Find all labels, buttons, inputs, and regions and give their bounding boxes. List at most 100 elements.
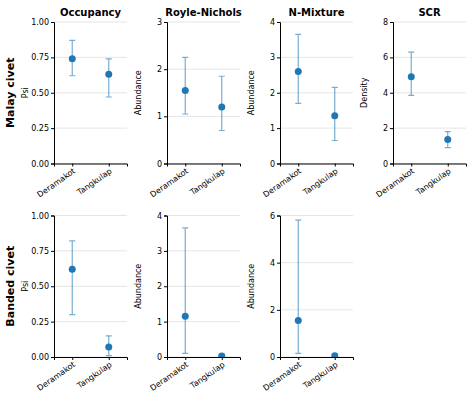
x-tick-mark <box>109 357 110 360</box>
x-tick-label: Deramakot <box>262 360 303 393</box>
x-tick: Tangkulap <box>301 357 340 391</box>
y-tick-label: 0 <box>383 160 388 169</box>
point <box>69 266 76 273</box>
y-tick-label: 0.00 <box>31 160 49 169</box>
marks <box>182 57 226 130</box>
point <box>105 71 112 78</box>
panel: 02468DeramakotTangkulapSCRDensity <box>360 7 467 199</box>
y-axis-line <box>164 23 168 165</box>
y-tick-label: 0 <box>157 160 162 169</box>
y-tick: 2 <box>270 89 280 98</box>
y-tick: 0.50 <box>31 89 54 98</box>
x-axis-line <box>281 164 354 167</box>
y-tick-label: 2 <box>157 65 162 74</box>
grid-line <box>54 57 127 58</box>
y-tick-label: 8 <box>383 18 388 27</box>
y-tick: 3 <box>157 18 167 27</box>
marks <box>182 228 226 357</box>
y-tick-label: 2 <box>157 282 162 291</box>
x-tick-label: Tangkulap <box>75 360 114 391</box>
y-tick-mark <box>164 216 167 217</box>
marks <box>408 52 452 148</box>
y-tick: 0.50 <box>31 282 54 291</box>
y-tick-mark <box>390 164 393 165</box>
error-bar <box>69 40 75 75</box>
grid-line <box>54 286 127 287</box>
x-tick-mark <box>335 164 336 167</box>
x-tick-label: Deramakot <box>36 360 77 393</box>
x-axis-line <box>168 164 241 167</box>
y-tick-label: 4 <box>270 259 275 268</box>
y-axis-line <box>390 23 394 165</box>
grid-line <box>280 215 353 216</box>
y-axis: 0 1 2 3 <box>157 18 168 169</box>
y-tick-mark <box>164 22 167 23</box>
x-tick-mark <box>72 164 73 167</box>
grid-line <box>167 215 240 216</box>
y-tick-label: 0.50 <box>31 282 49 291</box>
marks-inner <box>182 228 226 357</box>
grid-line <box>393 57 466 58</box>
y-tick-mark <box>51 216 54 217</box>
y-tick-label: 0.25 <box>31 318 49 327</box>
y-tick: 0 <box>270 353 280 362</box>
y-tick: 4 <box>270 18 280 27</box>
y-tick: 2 <box>157 65 167 74</box>
marks-inner <box>295 34 339 140</box>
y-tick-label: 0.75 <box>31 247 49 256</box>
y-axis-title: Abundance <box>247 70 256 115</box>
x-tick-label: Tangkulap <box>188 167 227 198</box>
y-tick-mark <box>277 263 280 264</box>
error-bar <box>69 241 75 315</box>
y-tick-mark <box>277 22 280 23</box>
error-bar <box>219 76 225 130</box>
y-tick-label: 0.00 <box>31 353 49 362</box>
grid <box>280 22 353 164</box>
y-tick: 0.75 <box>31 53 54 62</box>
x-tick-label: Tangkulap <box>75 167 114 198</box>
y-axis-line <box>51 216 55 358</box>
marks-inner <box>69 40 113 97</box>
y-axis: 01234 <box>270 18 281 169</box>
y-tick-mark <box>390 128 393 129</box>
x-axis-line <box>281 358 354 361</box>
x-tick: Tangkulap <box>75 357 114 391</box>
panel: 0246DeramakotTangkulapAbundance <box>247 212 354 393</box>
x-axis: DeramakotTangkulap <box>262 357 354 393</box>
y-tick-label: 2 <box>270 89 275 98</box>
y-tick-label: 1 <box>157 112 162 121</box>
y-tick-label: 3 <box>270 53 275 62</box>
y-tick: 3 <box>270 53 280 62</box>
y-tick: 2 <box>157 282 167 291</box>
y-tick-label: 0.25 <box>31 124 49 133</box>
y-tick-mark <box>51 128 54 129</box>
grid-line <box>167 69 240 70</box>
point <box>331 112 338 119</box>
error-bar <box>445 132 451 148</box>
grid-line <box>54 92 127 93</box>
y-tick-mark <box>164 357 167 358</box>
error-bar <box>182 228 188 354</box>
point <box>331 352 338 357</box>
y-tick-label: 0 <box>270 353 275 362</box>
y-axis: 01234 <box>157 212 168 363</box>
grid-line <box>393 22 466 23</box>
x-tick-mark <box>222 164 223 167</box>
panel-title: SCR <box>418 7 441 18</box>
y-tick-label: 0.50 <box>31 89 49 98</box>
y-tick: 1 <box>157 318 167 327</box>
panel-title: Royle-Nichols <box>165 7 242 18</box>
y-tick-mark <box>51 164 54 165</box>
x-tick-label: Tangkulap <box>414 167 453 198</box>
x-tick-mark <box>298 357 299 360</box>
y-tick-label: 4 <box>270 18 275 27</box>
grid-line <box>54 22 127 23</box>
panel: 0.000.250.500.751.00DeramakotTangkulapOc… <box>21 7 128 199</box>
y-tick: 4 <box>270 259 280 268</box>
x-tick: Deramakot <box>375 164 416 200</box>
x-tick-mark <box>185 164 186 167</box>
x-tick-label: Tangkulap <box>301 167 340 198</box>
point <box>218 103 225 110</box>
panel-title: N-Mixture <box>289 7 345 18</box>
panel: 01234DeramakotTangkulapAbundance <box>134 212 241 393</box>
